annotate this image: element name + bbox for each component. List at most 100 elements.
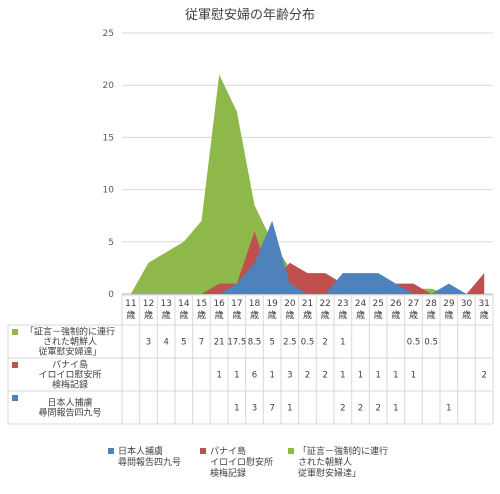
- category-label: 歳: [356, 309, 365, 321]
- data-cell: 1: [375, 371, 380, 381]
- category-label: 24: [355, 299, 367, 309]
- data-cell: 1: [269, 371, 274, 381]
- data-cell: 3: [252, 404, 257, 414]
- category-label: 13: [160, 299, 171, 309]
- legend-label: 尋問報告四九号: [118, 456, 181, 468]
- y-tick-label: 15: [103, 133, 114, 143]
- data-cell: 21: [214, 338, 225, 348]
- category-label: 歳: [285, 309, 294, 321]
- data-cell: 4: [163, 338, 168, 348]
- data-cell: 1: [234, 371, 239, 381]
- category-label: 歳: [215, 309, 224, 321]
- y-tick-label: 10: [103, 186, 115, 196]
- category-label: 歳: [462, 309, 471, 321]
- row-series-label: 検梅記録: [52, 379, 88, 391]
- category-label: 31: [478, 299, 489, 309]
- category-label: 歳: [427, 309, 436, 321]
- category-label: 20: [284, 299, 296, 309]
- series-area-0: [130, 74, 485, 294]
- category-label: 歳: [197, 309, 206, 321]
- data-cell: 3: [146, 338, 151, 348]
- data-cell: 1: [446, 404, 451, 414]
- y-tick-label: 20: [103, 81, 115, 91]
- data-cell: 0.5: [407, 338, 421, 348]
- data-cell: 2.5: [283, 338, 297, 348]
- y-tick-label: 5: [108, 238, 114, 248]
- data-cell: 1: [393, 371, 398, 381]
- data-cell: 2: [375, 404, 380, 414]
- y-tick-label: 25: [103, 29, 114, 39]
- data-cell: 1: [287, 404, 292, 414]
- data-cell: 0.5: [424, 338, 438, 348]
- legend-label: された朝鮮人: [298, 456, 352, 468]
- category-label: 28: [425, 299, 437, 309]
- category-label: 歳: [303, 309, 312, 321]
- category-label: 16: [213, 299, 225, 309]
- row-series-label: 日本人捕虜: [47, 397, 92, 409]
- row-series-label: 「証言－強制的に連行: [25, 326, 115, 338]
- category-label: 27: [408, 299, 419, 309]
- data-cell: 1: [340, 338, 345, 348]
- series-area-2: [130, 220, 485, 294]
- data-cell: 1: [358, 371, 363, 381]
- category-label: 歳: [409, 309, 418, 321]
- row-series-label: 尋問報告四九号: [38, 407, 101, 419]
- data-cell: 1: [411, 371, 416, 381]
- chart-title: 従軍慰安婦の年齢分布: [184, 8, 315, 23]
- data-cell: 3: [287, 371, 292, 381]
- data-cell: 7: [199, 338, 204, 348]
- category-label: 歳: [338, 309, 347, 321]
- category-label: 30: [461, 299, 473, 309]
- category-label: 歳: [179, 309, 188, 321]
- category-label: 歳: [250, 309, 259, 321]
- data-cell: 2: [358, 404, 363, 414]
- data-cell: 2: [340, 404, 345, 414]
- category-label: 11: [125, 299, 136, 309]
- data-cell: 1: [234, 404, 239, 414]
- row-series-label: イロイロ慰安所: [38, 369, 101, 381]
- category-label: 25: [372, 299, 383, 309]
- row-series-label: パナイ島: [52, 359, 88, 371]
- data-cell: 5: [269, 338, 274, 348]
- data-cell: 7: [269, 404, 274, 414]
- data-cell: 8.5: [248, 338, 262, 348]
- category-label: 歳: [480, 309, 489, 321]
- category-label: 26: [390, 299, 402, 309]
- data-cell: 2: [481, 371, 486, 381]
- data-cell: 2: [322, 338, 327, 348]
- legend-label: 検梅記録: [210, 467, 246, 479]
- category-label: 17: [231, 299, 242, 309]
- category-label: 21: [302, 299, 313, 309]
- data-cell: 17.5: [227, 338, 246, 348]
- category-label: 12: [143, 299, 154, 309]
- legend-key: [108, 448, 114, 454]
- category-label: 19: [266, 299, 278, 309]
- data-cell: 0.5: [301, 338, 315, 348]
- category-label: 歳: [232, 309, 241, 321]
- data-cell: 2: [305, 371, 310, 381]
- legend-label: 従軍慰安婦達」: [298, 467, 361, 479]
- series-area-1: [130, 231, 485, 294]
- row-legend-key: [12, 362, 18, 368]
- row-series-label: された朝鮮人: [43, 336, 97, 348]
- data-cell: 5: [181, 338, 186, 348]
- data-cell: 1: [393, 404, 398, 414]
- data-cell: 6: [252, 371, 257, 381]
- row-legend-key: [12, 395, 18, 401]
- legend-label: 日本人捕虜: [118, 445, 163, 457]
- legend-key: [200, 448, 206, 454]
- category-label: 歳: [144, 309, 153, 321]
- category-label: 歳: [444, 309, 453, 321]
- category-label: 歳: [268, 309, 277, 321]
- legend-label: イロイロ慰安所: [210, 456, 273, 468]
- category-label: 歳: [391, 309, 400, 321]
- category-label: 15: [196, 299, 207, 309]
- row-series-label: 従軍慰安婦達」: [38, 346, 101, 358]
- legend-label: パナイ島: [210, 445, 246, 457]
- category-label: 14: [178, 299, 190, 309]
- category-label: 23: [337, 299, 348, 309]
- row-legend-key: [12, 329, 18, 335]
- category-label: 歳: [321, 309, 330, 321]
- legend-key: [288, 448, 294, 454]
